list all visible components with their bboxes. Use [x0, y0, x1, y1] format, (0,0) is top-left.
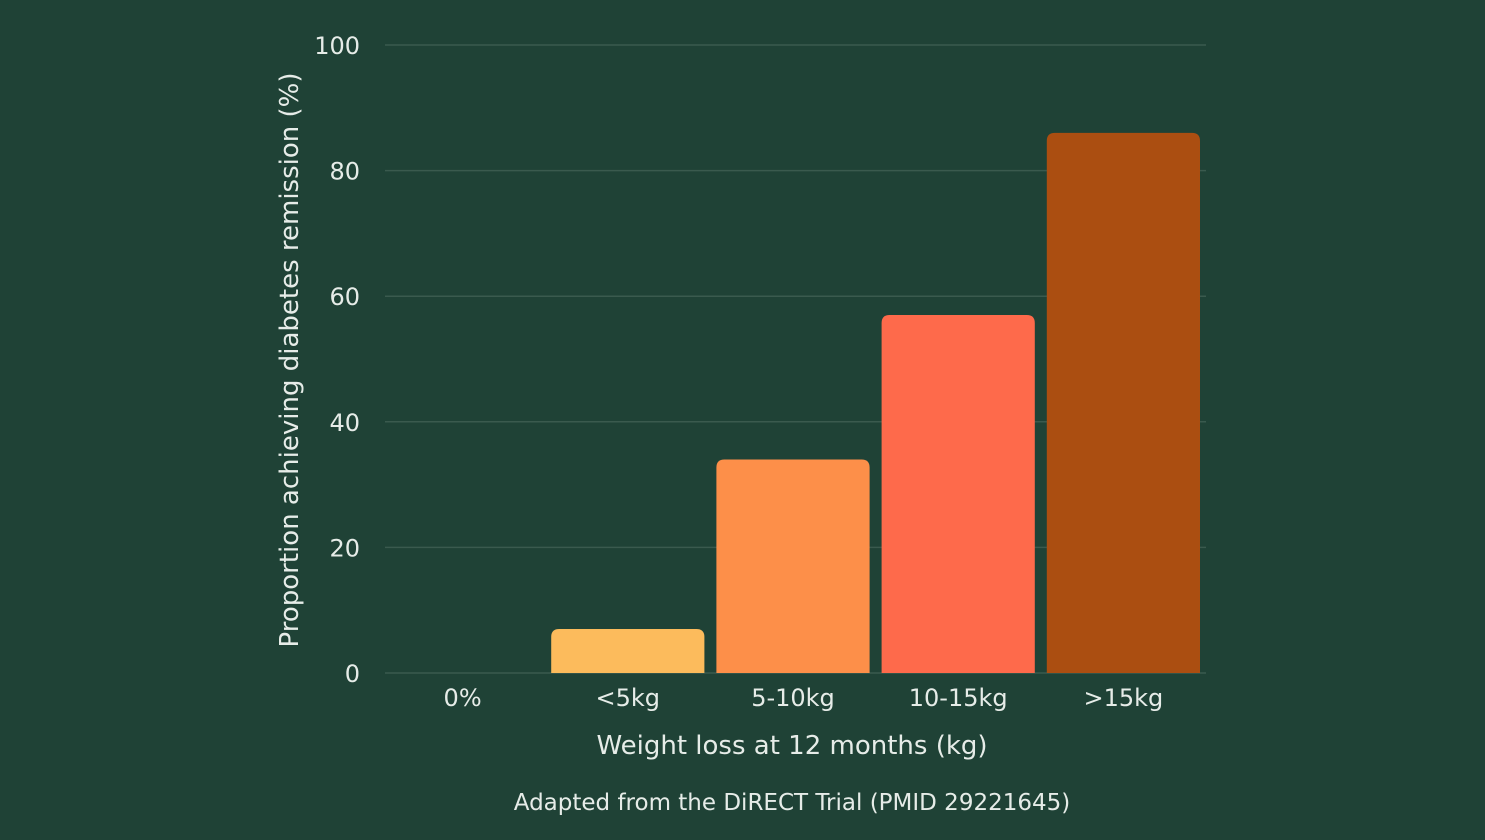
x-tick-label: >15kg [1084, 684, 1164, 712]
bar-1 [551, 629, 705, 673]
y-axis-title: Proportion achieving diabetes remission … [275, 73, 305, 648]
x-axis-ticks: 0% <5kg 5-10kg 10-15kg >15kg [444, 684, 1164, 712]
x-axis-title: Weight loss at 12 months (kg) [596, 731, 987, 761]
y-tick-label: 0 [345, 660, 360, 688]
bar-4 [1046, 132, 1200, 674]
bars [551, 132, 1200, 674]
y-axis-ticks: 0 20 40 60 80 100 [314, 32, 360, 688]
x-tick-label: 5-10kg [751, 684, 835, 712]
y-tick-label: 100 [314, 32, 360, 60]
source-caption: Adapted from the DiRECT Trial (PMID 2922… [514, 790, 1070, 816]
y-tick-label: 40 [329, 409, 360, 437]
x-tick-label: <5kg [596, 684, 661, 712]
y-tick-label: 20 [329, 534, 360, 562]
bar-2 [716, 459, 870, 673]
x-tick-label: 0% [444, 684, 482, 712]
y-tick-label: 80 [329, 158, 360, 186]
x-tick-label: 10-15kg [909, 684, 1008, 712]
y-tick-label: 60 [329, 283, 360, 311]
bar-3 [881, 315, 1035, 673]
